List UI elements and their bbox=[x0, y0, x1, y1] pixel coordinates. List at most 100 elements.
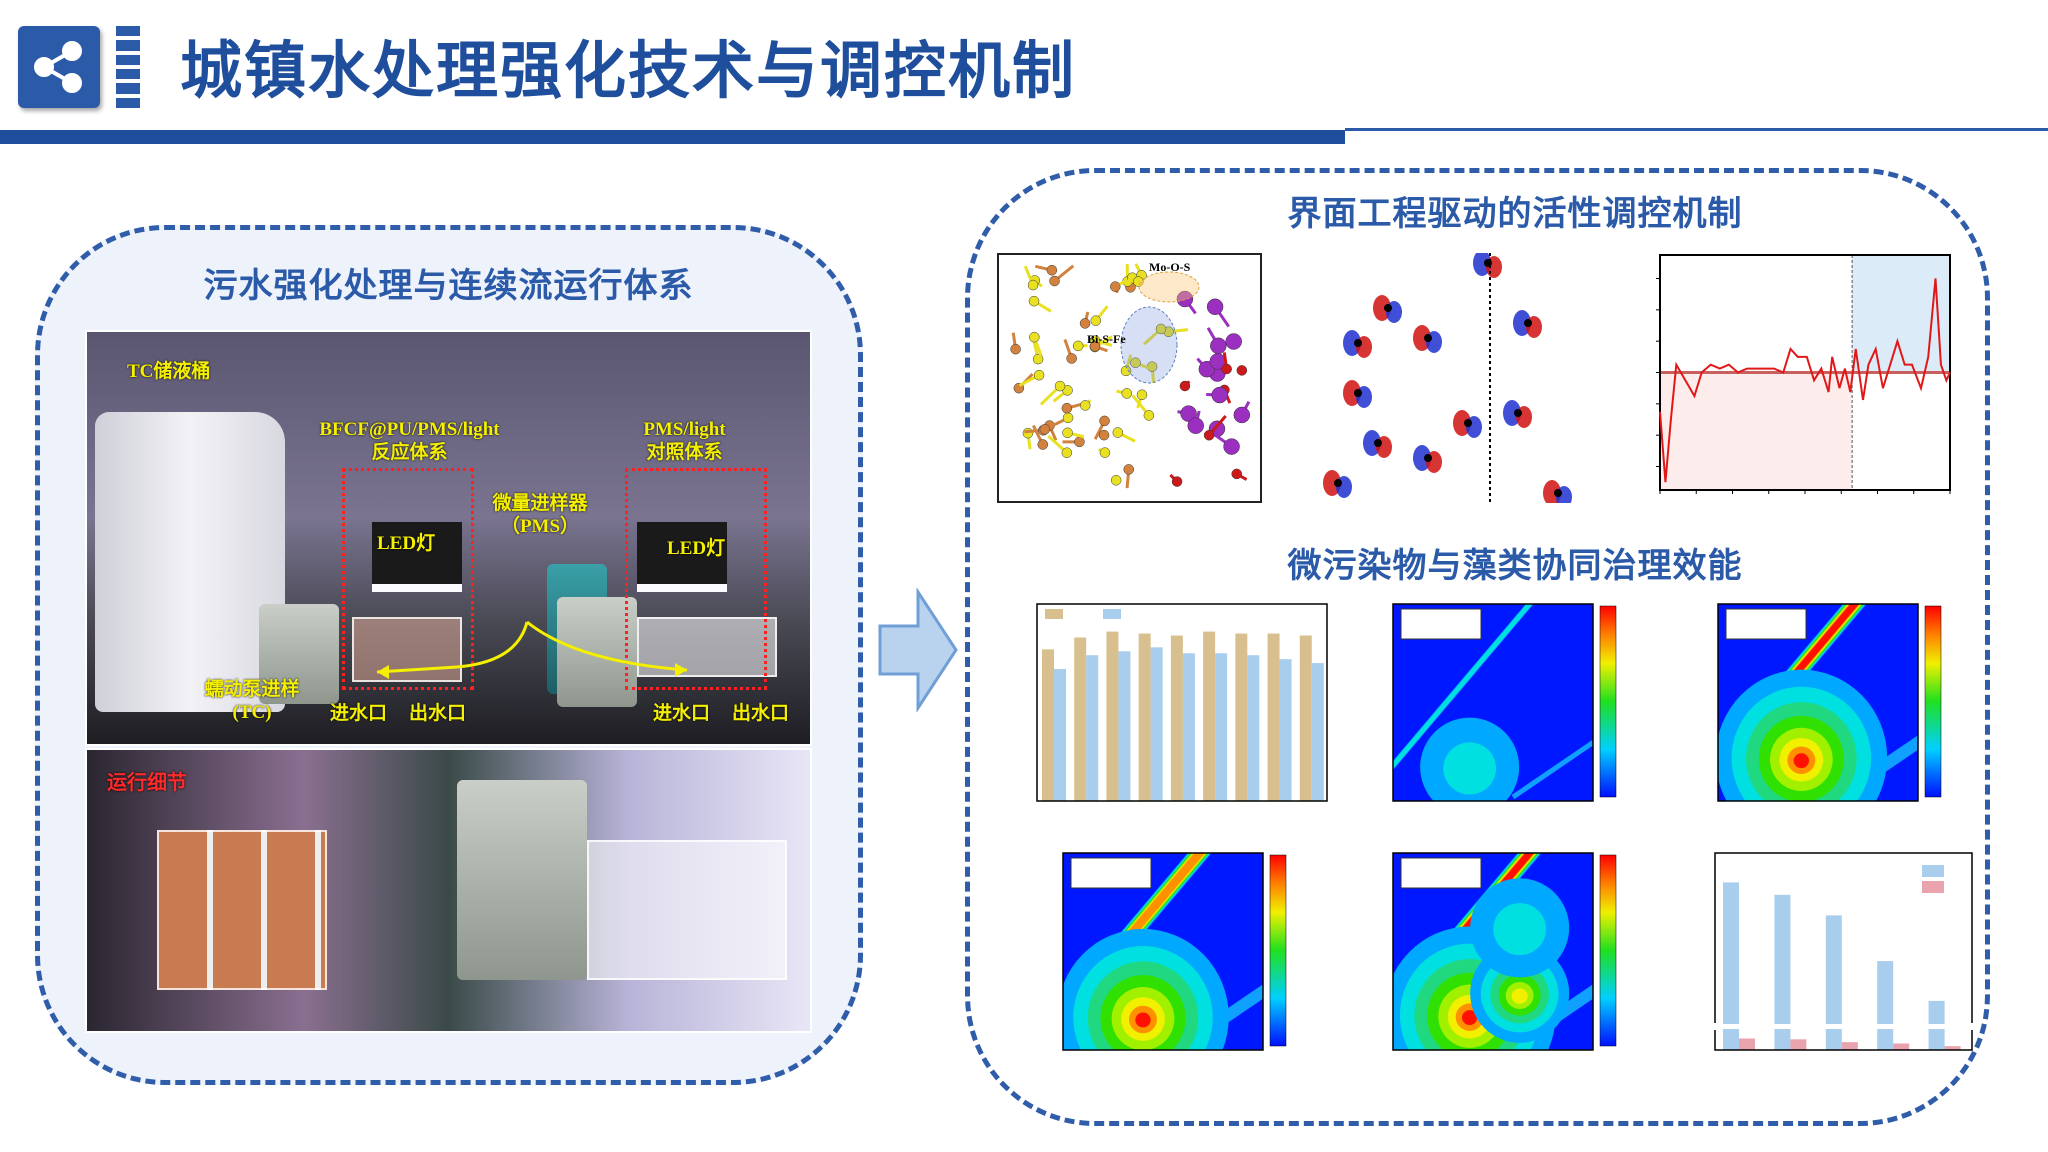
chart-f-leaching bbox=[1713, 852, 1974, 1051]
reactor-highlight bbox=[342, 468, 474, 690]
sample-tag-box bbox=[1400, 608, 1482, 640]
label-bi-s-fe: Bi-S-Fe bbox=[1087, 332, 1126, 346]
atom bbox=[1179, 380, 1191, 392]
atom-core bbox=[1384, 304, 1392, 312]
plot-frame bbox=[1392, 603, 1594, 802]
bar-tc bbox=[1267, 633, 1280, 801]
bar-m-aeruginosa bbox=[1054, 669, 1066, 801]
operation-detail-photo: 运行细节 bbox=[85, 748, 812, 1033]
atom bbox=[1099, 415, 1110, 427]
bar-tc bbox=[1299, 635, 1312, 801]
atom bbox=[1206, 298, 1224, 316]
axis-break bbox=[1713, 1024, 1974, 1029]
label-pump-sub: (TC) bbox=[232, 702, 272, 723]
legend-swatch bbox=[1922, 865, 1944, 877]
label-reactor: BFCF@PU/PMS/light bbox=[319, 419, 500, 440]
density-series bbox=[1659, 278, 1951, 483]
colorbar bbox=[1269, 854, 1287, 1047]
atom bbox=[1098, 429, 1110, 441]
atom bbox=[1072, 340, 1084, 352]
peristaltic-pump bbox=[259, 604, 339, 704]
plot-frame bbox=[1036, 603, 1328, 802]
chart-d-eem bbox=[1062, 852, 1287, 1051]
label-inlet-2: 进水口 bbox=[653, 703, 711, 724]
atom bbox=[1028, 295, 1040, 307]
second-order-band bbox=[1511, 739, 1593, 800]
atom bbox=[1225, 333, 1242, 350]
plot-frame bbox=[1717, 603, 1919, 802]
atom-core bbox=[1514, 409, 1522, 417]
atom bbox=[1236, 365, 1248, 376]
atom bbox=[1032, 353, 1044, 365]
atom bbox=[1187, 417, 1204, 434]
atom bbox=[1180, 405, 1197, 422]
header-rule-thin bbox=[1345, 128, 2048, 131]
fluorescence-peak bbox=[1511, 988, 1528, 1004]
bar-tc bbox=[1203, 631, 1216, 801]
atom bbox=[1061, 447, 1073, 458]
atom bbox=[1033, 369, 1045, 381]
atom bbox=[1066, 353, 1077, 364]
atom bbox=[1221, 363, 1232, 375]
atom bbox=[1099, 447, 1111, 458]
label-reactor-sub: 反应体系 bbox=[371, 442, 448, 463]
left-panel-title: 污水强化处理与连续流运行体系 bbox=[203, 266, 694, 306]
bar-m-aeruginosa bbox=[1182, 653, 1195, 801]
colorbar bbox=[1924, 605, 1942, 798]
atom bbox=[1049, 275, 1060, 287]
bar-fe bbox=[1944, 1046, 1961, 1050]
label-outlet-1: 出水口 bbox=[409, 703, 467, 724]
fluorescence-peak bbox=[1493, 903, 1547, 956]
atom bbox=[1090, 315, 1102, 326]
bar-fe bbox=[1841, 1042, 1858, 1050]
atom bbox=[1029, 331, 1040, 343]
label-tank: TC储液桶 bbox=[127, 361, 211, 382]
efficiency-title: 微污染物与藻类协同治理效能 bbox=[1287, 546, 1743, 586]
bar-fe bbox=[1739, 1038, 1755, 1050]
chart-c-eem bbox=[1717, 603, 1942, 802]
atom bbox=[1010, 343, 1021, 355]
label-outlet-2: 出水口 bbox=[732, 703, 790, 724]
atom bbox=[1210, 337, 1227, 355]
led-lamp-2 bbox=[637, 522, 727, 592]
atom bbox=[1112, 427, 1124, 438]
chart-b-eem bbox=[1392, 603, 1617, 802]
bar-tc bbox=[1138, 633, 1151, 801]
page-title: 城镇水处理强化技术与调控机制 bbox=[180, 34, 1077, 107]
plot-frame bbox=[1714, 852, 1973, 1051]
atom bbox=[1110, 281, 1121, 292]
atom bbox=[1203, 429, 1215, 441]
atom bbox=[1027, 279, 1039, 291]
atom bbox=[1080, 400, 1091, 411]
bar-m-aeruginosa bbox=[1311, 663, 1324, 801]
atom bbox=[1062, 412, 1074, 424]
fluorescence-peak bbox=[1443, 742, 1497, 795]
atom bbox=[1062, 427, 1073, 439]
label-pump: 蠕动泵进样 bbox=[204, 679, 300, 700]
bar-tc bbox=[1106, 631, 1119, 801]
charge-density-map bbox=[1318, 250, 1575, 508]
bar-cu bbox=[1774, 894, 1791, 1050]
label-control: PMS/light bbox=[643, 419, 726, 440]
led-lamp bbox=[372, 522, 462, 592]
atom-core bbox=[1554, 489, 1562, 497]
atom bbox=[1046, 264, 1058, 276]
atom-core bbox=[1524, 319, 1532, 327]
atom-core bbox=[1424, 334, 1432, 342]
sample-tag-box bbox=[1070, 857, 1152, 889]
chart-a-removal-rate bbox=[1036, 603, 1328, 802]
fluorescence-peak bbox=[1135, 1012, 1151, 1028]
label-control-sub: 对照体系 bbox=[646, 442, 723, 463]
legend-swatch bbox=[1045, 609, 1063, 619]
header-rule bbox=[0, 130, 1345, 144]
label-led-2: LED灯 bbox=[667, 538, 726, 559]
atom bbox=[1121, 388, 1133, 399]
bar-cu bbox=[1877, 961, 1894, 1050]
share-icon bbox=[18, 26, 100, 108]
tc-tank bbox=[95, 412, 285, 712]
atom bbox=[1079, 318, 1091, 329]
atom bbox=[1223, 438, 1240, 455]
bar-m-aeruginosa bbox=[1215, 653, 1228, 801]
control-tray bbox=[587, 840, 787, 980]
label-injector: 微量进样器 bbox=[492, 493, 588, 514]
